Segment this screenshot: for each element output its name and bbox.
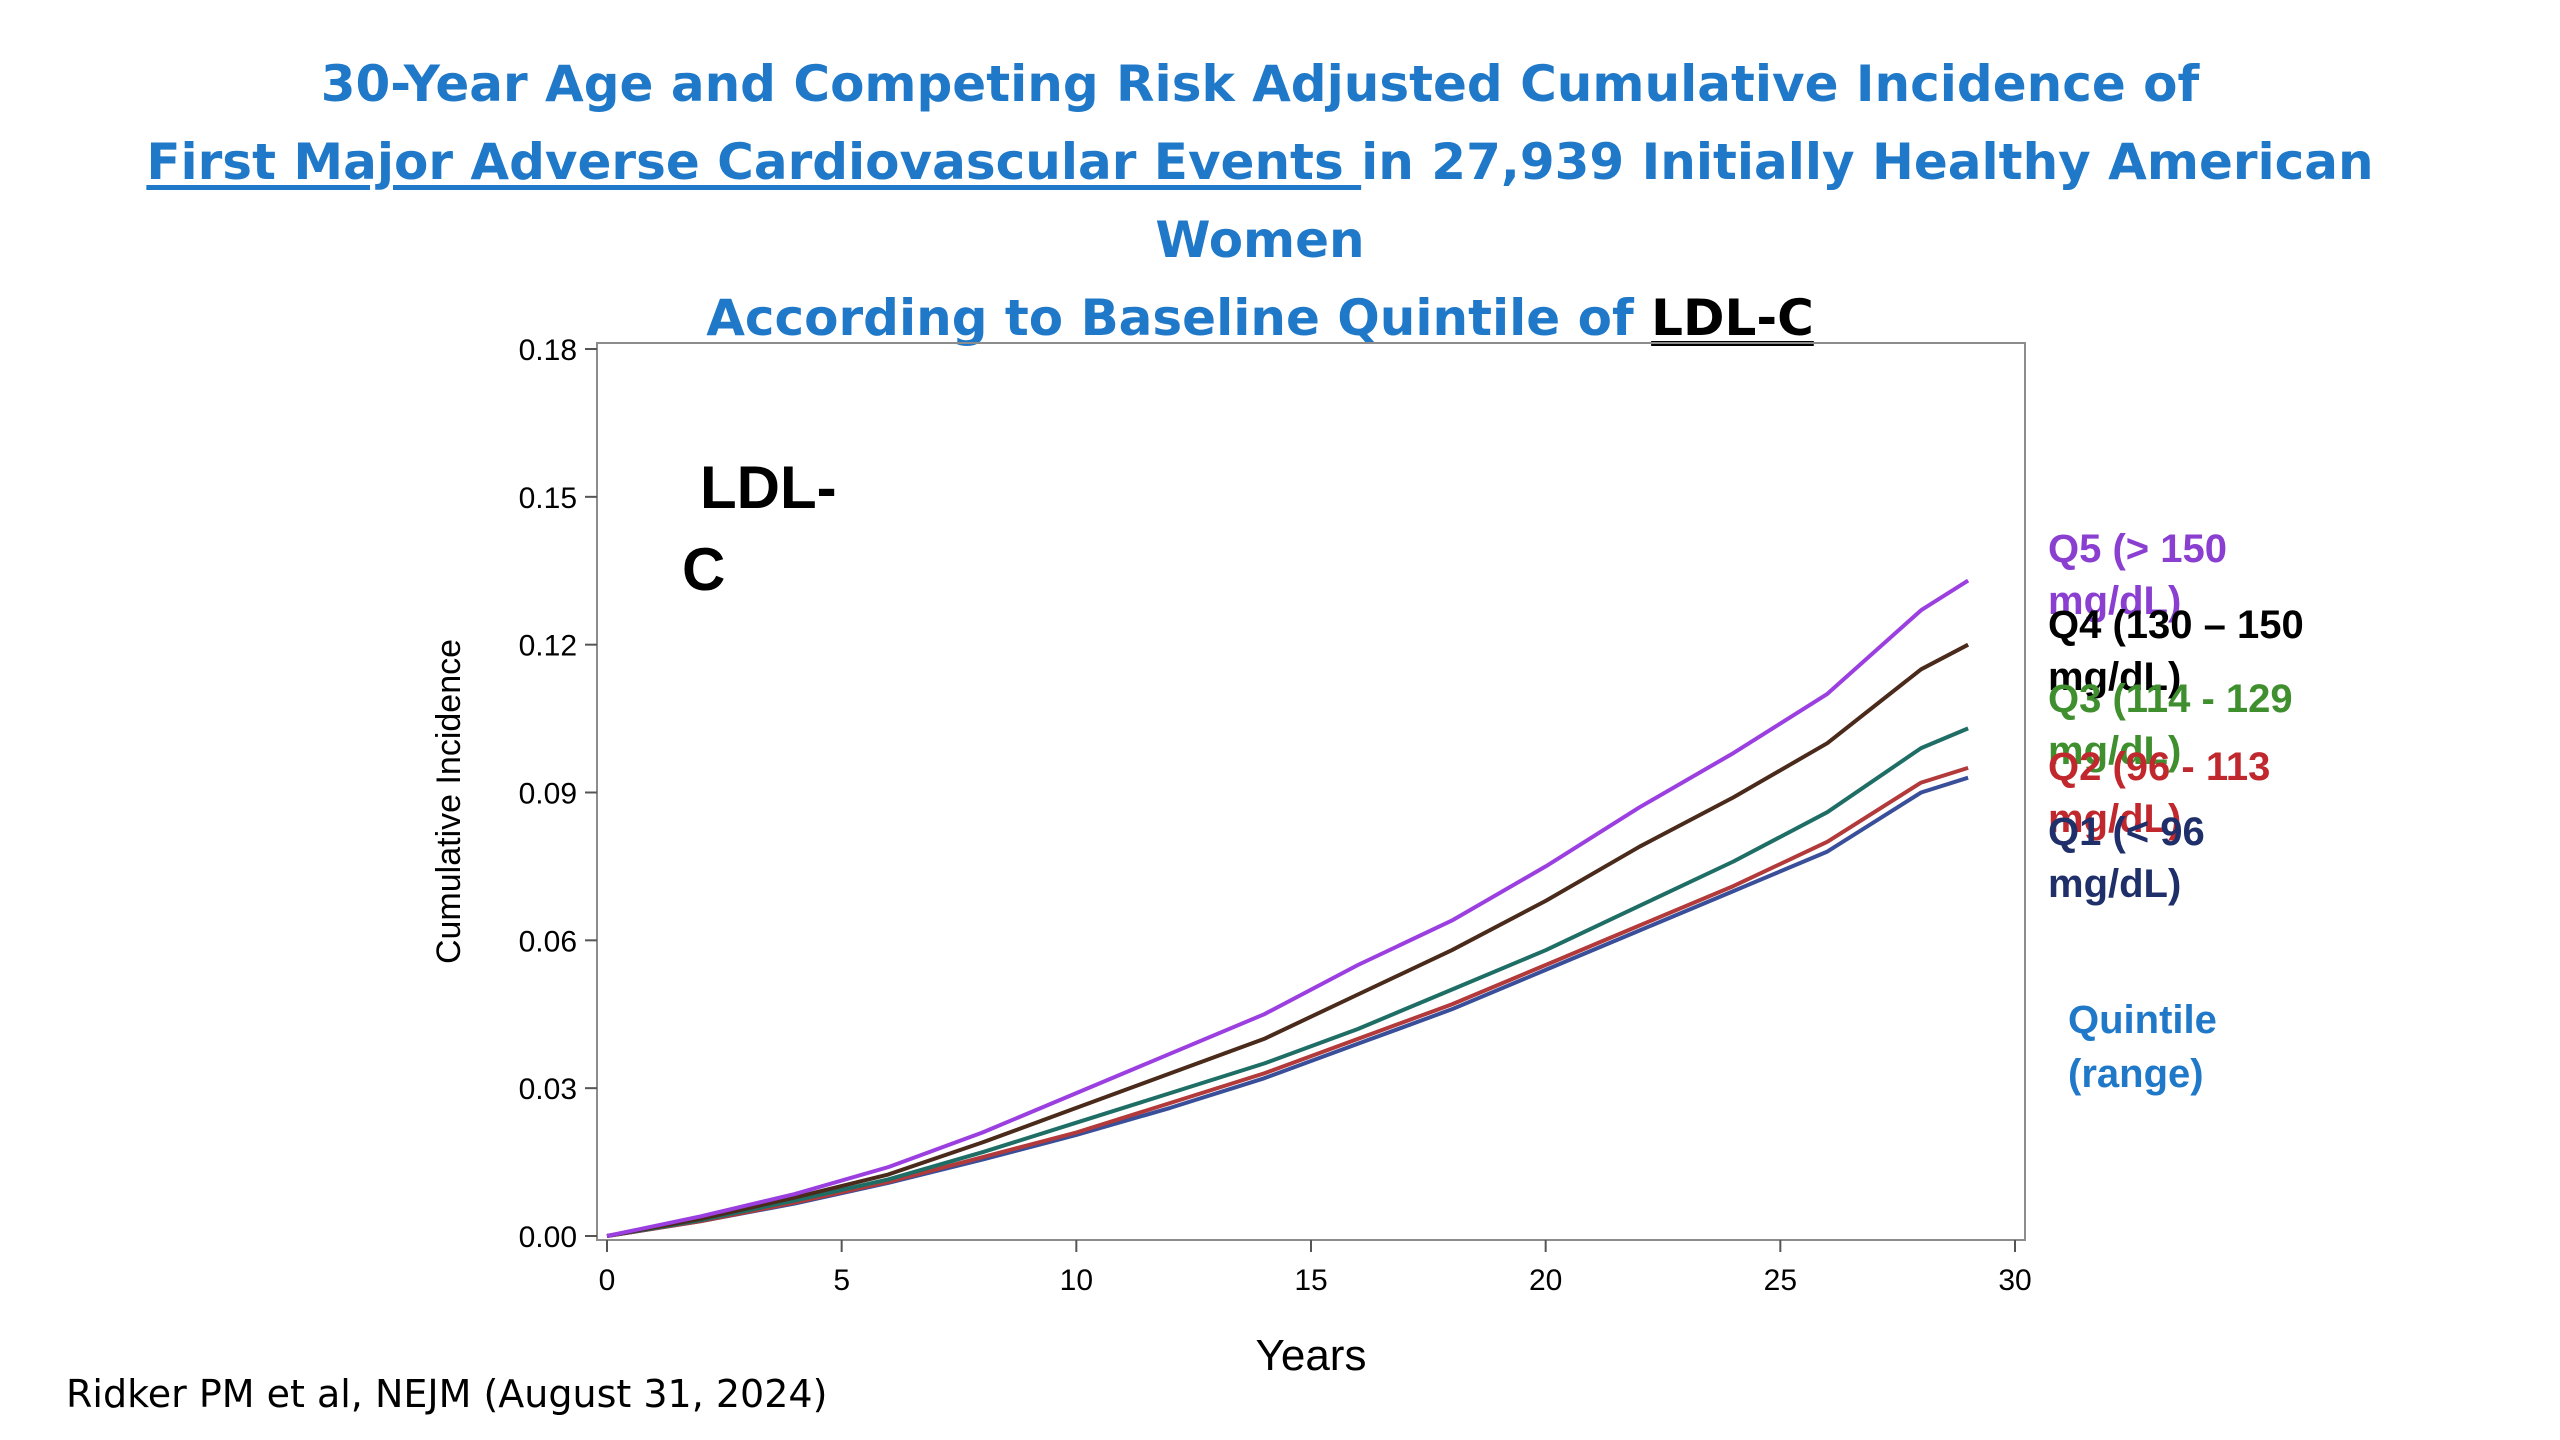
y-tick-label: 0.00 (519, 1221, 577, 1254)
y-tick-label: 0.06 (519, 925, 577, 958)
y-tick-label: 0.12 (519, 630, 577, 663)
title-line-4: According to Baseline Quintile of LDL-C (0, 279, 2520, 357)
title-line-2-underlined: First Major Adverse Cardiovascular Event… (146, 133, 1362, 191)
y-tick-label: 0.15 (519, 482, 577, 515)
series-line-q4 (606, 642, 1970, 1238)
title-line-4-key: LDL-C (1651, 289, 1814, 347)
chart-title: 30-Year Age and Competing Risk Adjusted … (0, 45, 2520, 357)
x-tick-label: 10 (1060, 1264, 1093, 1297)
series-label-q1-line-2: mg/dL) (2048, 862, 2181, 906)
title-line-1: 30-Year Age and Competing Risk Adjusted … (320, 55, 2200, 113)
series-label-q5-line-1: Q5 (> 150 (2048, 527, 2227, 571)
x-axis-label: Years (1256, 1331, 1367, 1380)
series-label-q5-line-2: mg/dL) (2048, 579, 2181, 623)
y-axis-label: Cumulative Incidence (430, 639, 468, 964)
citation: Ridker PM et al, NEJM (August 31, 2024) (66, 1372, 828, 1416)
x-tick-label: 20 (1529, 1264, 1562, 1297)
legend-title-line-1: Quintile (2068, 998, 2217, 1042)
annotation-ldl-c-line-2: C (682, 536, 725, 603)
annotation-ldl-c-line-1: LDL- (700, 454, 837, 521)
y-tick-label: 0.18 (519, 334, 577, 367)
y-tick-label: 0.03 (519, 1073, 577, 1106)
series-line-q5 (606, 578, 1970, 1238)
x-tick-label: 5 (833, 1264, 850, 1297)
x-tick-label: 0 (599, 1264, 616, 1297)
title-line-2: First Major Adverse Cardiovascular Event… (0, 123, 2520, 201)
series-label-q3-line-2: mg/dL) (2048, 729, 2181, 773)
series-label-q4-line-1: Q4 (130 – 150 (2048, 603, 2304, 647)
series-label-q2-line-1: Q2 (96 - 113 (2048, 745, 2270, 789)
y-tick-label: 0.09 (519, 778, 577, 811)
legend-title-line-2: (range) (2068, 1052, 2204, 1096)
x-tick-label: 25 (1764, 1264, 1797, 1297)
title-line-4-prefix: According to Baseline Quintile of (706, 289, 1652, 347)
series-line-q3 (606, 726, 1969, 1238)
x-tick-label: 30 (1998, 1264, 2031, 1297)
series-label-q2-line-2: mg/dL) (2048, 797, 2181, 841)
title-line-2-rest: in 27,939 Initially Healthy American (1361, 133, 2374, 191)
series-line-q2 (606, 765, 1969, 1238)
series-label-q4-line-2: mg/dL) (2048, 655, 2181, 699)
x-tick-label: 15 (1294, 1264, 1327, 1297)
title-line-3: Women (1155, 211, 1365, 269)
series-label-q3-line-1: Q3 (114 - 129 (2048, 677, 2293, 721)
series-label-q1-line-1: Q1 (< 96 (2048, 810, 2205, 854)
